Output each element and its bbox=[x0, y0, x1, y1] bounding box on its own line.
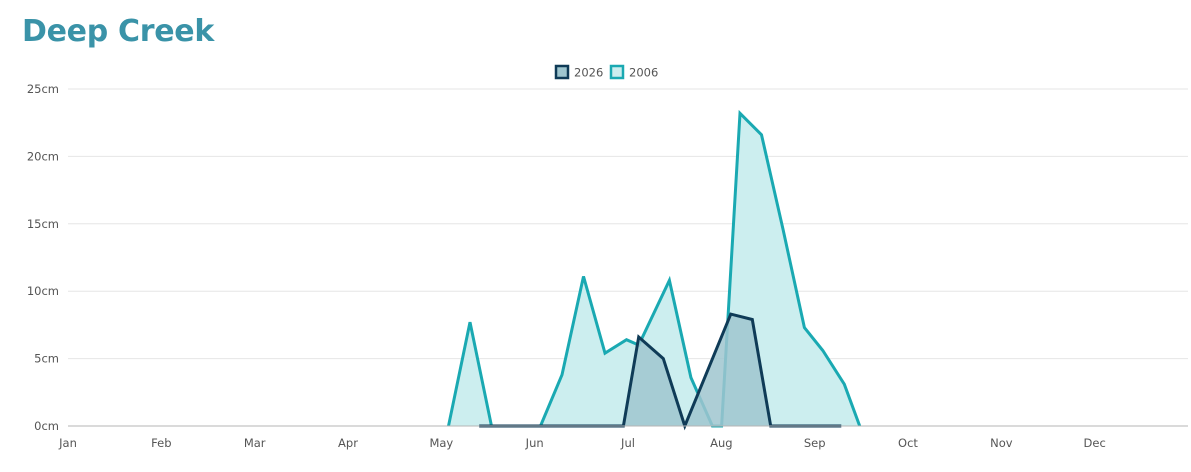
x-tick-label: Oct bbox=[898, 436, 918, 450]
y-tick-label: 10cm bbox=[27, 284, 59, 298]
x-tick-label: Jun bbox=[525, 436, 544, 450]
x-tick-label: Dec bbox=[1084, 436, 1106, 450]
x-tick-label: Jul bbox=[620, 436, 635, 450]
x-tick-label: Mar bbox=[244, 436, 266, 450]
y-tick-label: 25cm bbox=[27, 82, 59, 96]
legend-item-2006[interactable]: 2006 bbox=[609, 64, 658, 80]
legend-item-2026[interactable]: 2026 bbox=[554, 64, 603, 80]
y-tick-label: 15cm bbox=[27, 217, 59, 231]
y-tick-label: 5cm bbox=[34, 352, 59, 366]
x-tick-label: Sep bbox=[804, 436, 826, 450]
legend-swatch bbox=[609, 64, 625, 80]
series-areas bbox=[447, 109, 862, 431]
x-tick-label: Nov bbox=[990, 436, 1013, 450]
x-tick-label: Jan bbox=[58, 436, 77, 450]
legend-swatch bbox=[554, 64, 570, 80]
x-tick-label: Aug bbox=[710, 436, 732, 450]
series-line-2006 bbox=[447, 109, 862, 428]
legend-label: 2006 bbox=[629, 66, 658, 80]
legend[interactable]: 2026 2006 bbox=[554, 64, 658, 80]
y-tick-label: 20cm bbox=[27, 149, 59, 163]
legend-label: 2026 bbox=[574, 66, 603, 80]
series-area-2026 bbox=[479, 314, 842, 426]
y-tick-label: 0cm bbox=[34, 419, 59, 433]
x-tick-label: Feb bbox=[151, 436, 171, 450]
page-title: Deep Creek bbox=[22, 14, 214, 49]
axes: 0cm 5cm 10cm 15cm 20cm 25cm Jan Feb Mar Apr May Jun… bbox=[27, 82, 1188, 450]
x-tick-label: May bbox=[429, 436, 453, 450]
x-tick-label: Apr bbox=[338, 436, 358, 450]
